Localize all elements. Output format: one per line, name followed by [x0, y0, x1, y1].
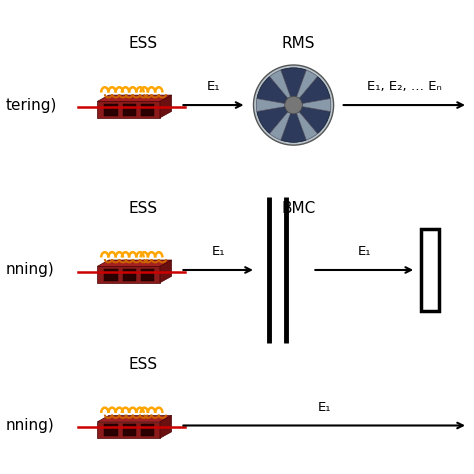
Polygon shape	[141, 424, 154, 436]
Wedge shape	[293, 70, 318, 105]
Text: E₁: E₁	[357, 245, 371, 258]
Polygon shape	[123, 104, 137, 116]
Polygon shape	[104, 104, 118, 116]
Wedge shape	[293, 105, 330, 134]
Polygon shape	[97, 95, 172, 101]
Text: E₁: E₁	[318, 401, 331, 414]
Text: tering): tering)	[6, 98, 57, 112]
Polygon shape	[160, 95, 172, 118]
Text: ESS: ESS	[128, 201, 157, 216]
Polygon shape	[97, 101, 160, 118]
Text: nning): nning)	[6, 263, 55, 277]
Polygon shape	[97, 266, 160, 283]
Wedge shape	[257, 76, 293, 105]
Circle shape	[285, 96, 302, 114]
Polygon shape	[141, 269, 154, 281]
Bar	[421, 229, 439, 311]
Wedge shape	[293, 76, 330, 105]
Polygon shape	[97, 422, 160, 438]
Polygon shape	[123, 269, 137, 281]
Polygon shape	[141, 104, 154, 116]
Polygon shape	[123, 424, 137, 436]
Wedge shape	[256, 99, 293, 111]
Text: ESS: ESS	[128, 36, 157, 51]
Polygon shape	[160, 416, 172, 438]
Text: E₁, E₂, … Eₙ: E₁, E₂, … Eₙ	[367, 80, 442, 93]
Polygon shape	[104, 424, 118, 436]
Wedge shape	[270, 70, 293, 105]
Wedge shape	[293, 105, 318, 140]
Polygon shape	[97, 416, 172, 422]
Text: E₁: E₁	[207, 80, 220, 93]
Wedge shape	[257, 105, 293, 134]
Text: ESS: ESS	[128, 357, 157, 372]
Wedge shape	[281, 68, 306, 105]
Text: RMS: RMS	[282, 36, 315, 51]
Circle shape	[254, 65, 334, 145]
Text: BMC: BMC	[281, 201, 315, 216]
Wedge shape	[293, 99, 331, 111]
Polygon shape	[160, 260, 172, 283]
Wedge shape	[281, 105, 306, 142]
Polygon shape	[97, 260, 172, 266]
Text: E₁: E₁	[211, 245, 225, 258]
Wedge shape	[270, 105, 293, 140]
Text: nning): nning)	[6, 418, 55, 433]
Polygon shape	[104, 269, 118, 281]
